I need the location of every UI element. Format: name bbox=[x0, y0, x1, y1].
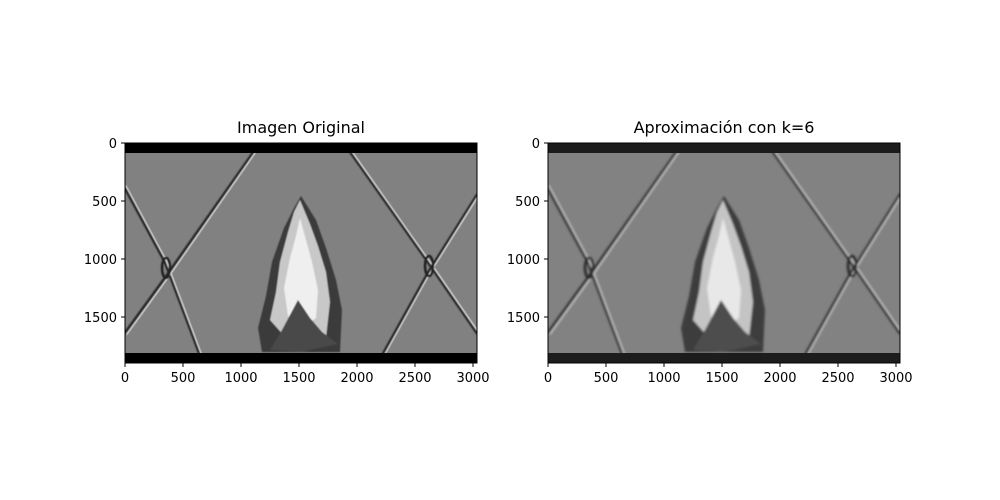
y-axis: 0 500 1000 1500 bbox=[84, 137, 125, 326]
chain-link-fence bbox=[548, 143, 900, 363]
y-axis: 0 500 1000 1500 bbox=[507, 137, 548, 326]
x-tick-label: 2000 bbox=[340, 371, 373, 386]
image-approximation bbox=[548, 143, 900, 363]
y-tick-label: 0 bbox=[532, 137, 540, 152]
x-tick-label: 1000 bbox=[647, 371, 680, 386]
x-tick-label: 500 bbox=[594, 371, 619, 386]
x-axis: 0 500 1000 1500 2000 2500 3000 bbox=[121, 363, 490, 386]
y-tick-label: 1500 bbox=[84, 311, 117, 326]
y-tick-label: 1000 bbox=[84, 253, 117, 268]
image-original bbox=[125, 143, 477, 363]
chain-link-fence bbox=[125, 143, 477, 363]
x-tick-label: 2000 bbox=[763, 371, 796, 386]
y-tick-label: 1000 bbox=[507, 253, 540, 268]
axes-frame bbox=[124, 142, 478, 364]
x-tick-label: 3000 bbox=[879, 371, 912, 386]
x-tick-label: 500 bbox=[171, 371, 196, 386]
panel-original: Imagen Original bbox=[84, 118, 490, 386]
border-band-bottom bbox=[548, 353, 900, 363]
panel-approximation: Aproximación con k=6 bbox=[507, 118, 913, 386]
panel-title: Aproximación con k=6 bbox=[634, 118, 815, 137]
border-band-bottom bbox=[125, 353, 477, 363]
y-tick-label: 1500 bbox=[507, 311, 540, 326]
x-tick-label: 0 bbox=[544, 371, 552, 386]
border-band-top bbox=[125, 143, 477, 153]
y-tick-label: 500 bbox=[92, 195, 117, 210]
tree bbox=[258, 196, 342, 352]
x-tick-label: 3000 bbox=[456, 371, 489, 386]
border-band-top bbox=[548, 143, 900, 153]
y-tick-label: 500 bbox=[515, 195, 540, 210]
tree bbox=[681, 196, 765, 352]
axes-frame bbox=[547, 142, 901, 364]
x-tick-label: 2500 bbox=[398, 371, 431, 386]
x-tick-label: 1500 bbox=[705, 371, 738, 386]
x-tick-label: 0 bbox=[121, 371, 129, 386]
x-axis: 0 500 1000 1500 2000 2500 3000 bbox=[544, 363, 913, 386]
y-tick-label: 0 bbox=[109, 137, 117, 152]
x-tick-label: 1000 bbox=[224, 371, 257, 386]
panel-title: Imagen Original bbox=[237, 118, 365, 137]
x-tick-label: 2500 bbox=[821, 371, 854, 386]
x-tick-label: 1500 bbox=[282, 371, 315, 386]
